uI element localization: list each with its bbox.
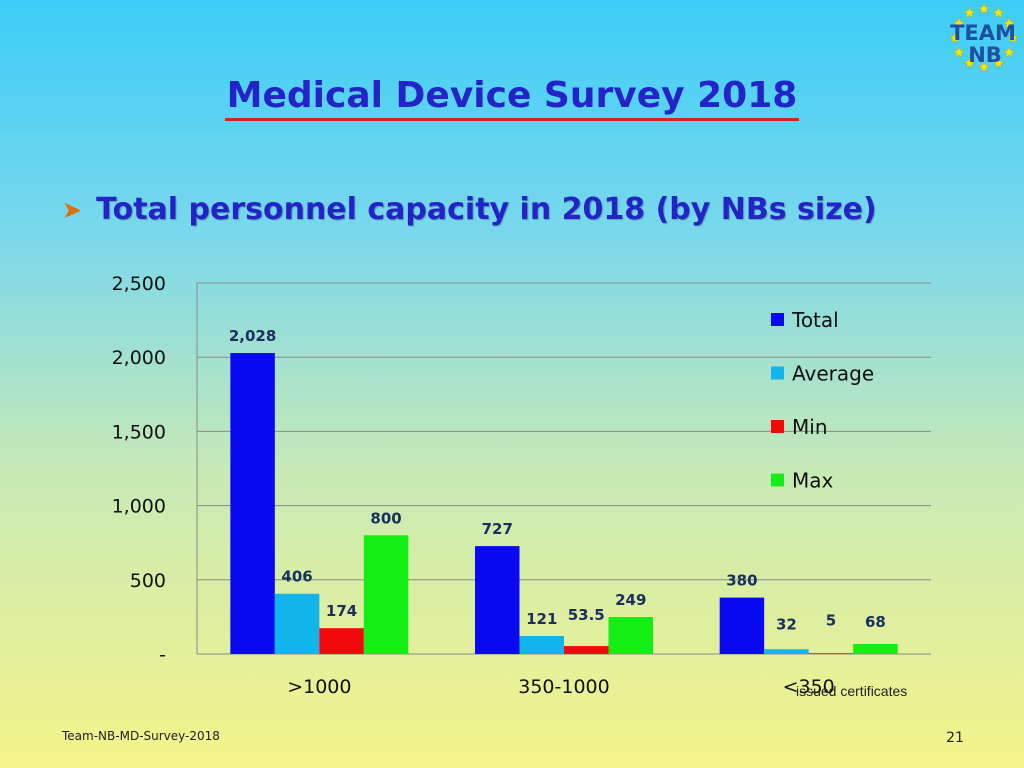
- data-label-min-1: 174: [326, 602, 357, 620]
- logo-star-icon: [953, 17, 965, 29]
- legend: Total Average Min Max: [771, 308, 874, 493]
- legend-label-min: Min: [792, 415, 828, 439]
- x-category-label: <350: [783, 676, 835, 698]
- page-number: 21: [946, 730, 964, 746]
- logo-star-icon: [963, 6, 976, 18]
- legend-swatch-max: [771, 473, 784, 487]
- bar-min-3: [808, 653, 854, 654]
- bar-max-2: [608, 617, 653, 654]
- y-tick-label: 1,500: [112, 421, 166, 443]
- y-tick-label: 2,500: [112, 273, 166, 295]
- bullet-text: Total personnel capacity in 2018 (by NBs…: [96, 192, 877, 227]
- note-text: issued certificates: [796, 683, 908, 699]
- y-tick-label: 1,000: [112, 496, 166, 518]
- slide-title: Medical Device Survey 2018: [0, 74, 1024, 121]
- legend-label-total: Total: [791, 308, 839, 332]
- y-tick-label: 500: [130, 570, 166, 592]
- bar-total-2: [475, 546, 520, 654]
- data-label-average-1: 406: [281, 568, 312, 586]
- logo-star-icon: [992, 56, 1005, 69]
- logo-text-nb: NB: [968, 43, 1002, 67]
- y-tick-label: -: [159, 644, 166, 666]
- bar-total-3: [719, 597, 765, 654]
- data-labels: 2,028 406 174 800 727 121 53.5 249 380 32 5 68: [229, 327, 886, 633]
- logo-star-icon: [1007, 31, 1019, 43]
- slide-title-text: Medical Device Survey 2018: [224, 74, 800, 121]
- logo-star-icon: [992, 6, 1005, 18]
- data-label-total-1: 2,028: [229, 327, 276, 345]
- logo-star-icon: [1003, 17, 1015, 29]
- y-axis-ticks: - 500 1,000 1,500 2,000 2,500: [112, 273, 166, 666]
- bar-min-2: [564, 646, 609, 654]
- footer-text: Team-NB-MD-Survey-2018: [62, 729, 220, 743]
- x-category-label: >1000: [287, 676, 351, 698]
- data-label-max-1: 800: [370, 509, 401, 527]
- logo-star-icon: [963, 56, 976, 69]
- bar-max-3: [853, 643, 898, 654]
- legend-swatch-min: [771, 420, 784, 433]
- data-label-average-3: 32: [776, 615, 797, 633]
- bar-max-1: [363, 535, 409, 654]
- logo-text-team: TEAM: [950, 21, 1016, 45]
- data-label-total-3: 380: [726, 572, 757, 590]
- arrow-bullet-icon: ➤: [62, 195, 83, 224]
- data-label-average-2: 121: [526, 610, 557, 628]
- bar-average-3: [764, 649, 809, 654]
- data-label-total-2: 727: [482, 520, 513, 538]
- legend-swatch-total: [771, 313, 784, 326]
- logo-star-icon: [1003, 46, 1015, 58]
- data-label-min-3: 5: [826, 611, 836, 629]
- y-tick-label: 2,000: [112, 347, 166, 369]
- bar-average-2: [519, 636, 564, 654]
- bullet-point: ➤ Total personnel capacity in 2018 (by N…: [62, 192, 877, 227]
- bars: [230, 353, 898, 654]
- legend-swatch-average: [771, 366, 784, 380]
- bar-total-1: [230, 353, 275, 654]
- logo-star-icon: [978, 2, 990, 14]
- legend-label-average: Average: [792, 362, 874, 386]
- data-label-min-2: 53.5: [568, 606, 605, 624]
- team-nb-logo: TEAM NB: [949, 2, 1019, 72]
- data-label-max-3: 68: [865, 613, 886, 631]
- logo-star-icon: [978, 60, 990, 72]
- bar-average-1: [274, 593, 320, 654]
- legend-label-max: Max: [792, 469, 834, 493]
- data-label-max-2: 249: [615, 591, 646, 609]
- category-labels: >1000 350-1000 <350: [287, 676, 835, 698]
- logo-star-icon: [953, 46, 965, 58]
- x-category-label: 350-1000: [518, 676, 609, 698]
- bar-min-1: [319, 628, 364, 654]
- logo-star-icon: [949, 31, 961, 43]
- logo-stars: [949, 2, 1019, 72]
